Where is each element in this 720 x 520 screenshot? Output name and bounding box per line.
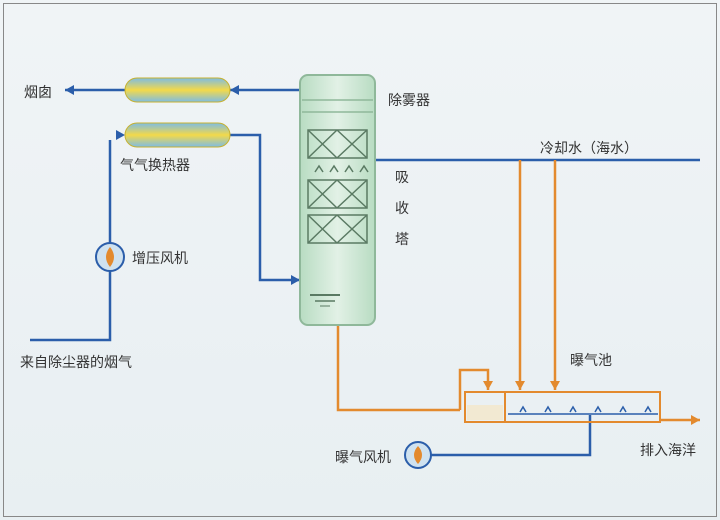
demister-label: 除雾器 [388,90,430,110]
aeration-fan-label: 曝气风机 [335,447,391,467]
heat-exchanger [125,78,230,147]
aeration-pond [465,392,660,422]
heat-exchanger-label: 气气换热器 [120,155,190,175]
aeration-fan-icon [405,442,431,468]
absorption-tower [300,75,375,325]
booster-fan-icon [96,243,124,271]
absorption-tower-label: 吸 收 塔 [395,170,409,247]
cooling-water-label: 冷却水（海水） [540,138,638,158]
flue-gas-source-label: 来自除尘器的烟气 [20,352,132,372]
discharge-label: 排入海洋 [640,440,696,460]
diagram-svg [0,0,720,520]
chimney-label: 烟囱 [24,82,52,102]
booster-fan-label: 增压风机 [132,248,188,268]
aeration-pond-label: 曝气池 [570,350,612,370]
